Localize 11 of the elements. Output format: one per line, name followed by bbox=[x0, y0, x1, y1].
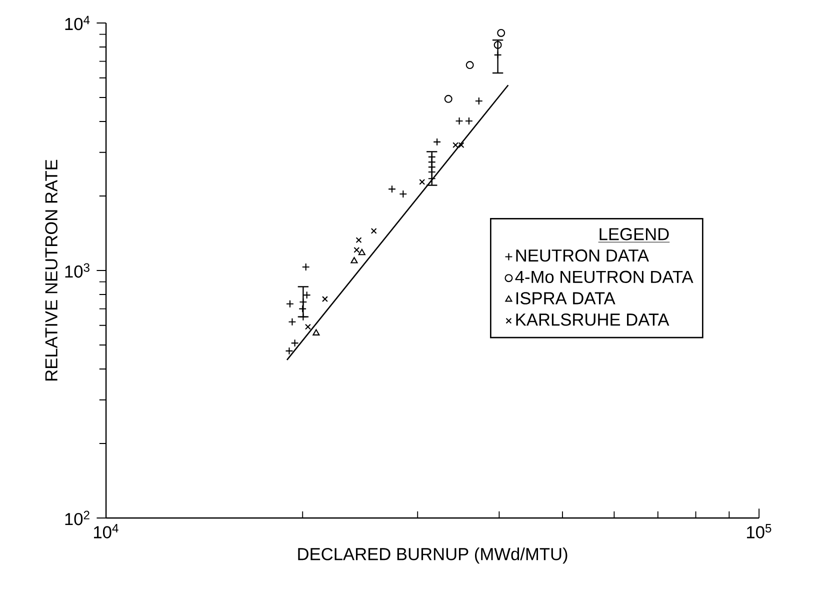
y-tick-label: 10$^{4}$ bbox=[65, 16, 90, 30]
legend-label: ISPRA DATA bbox=[516, 292, 616, 304]
y-tick-label: 10$^{2}$ bbox=[65, 510, 90, 526]
legend-label: NEUTRON DATA bbox=[516, 249, 649, 262]
y-tick-label: 10$^{3}$ bbox=[65, 263, 90, 278]
x-tick-label: 10$^{5}$ bbox=[747, 524, 772, 538]
x-axis-title: DECLARED BURNUP (MWd/MTU) bbox=[298, 548, 568, 564]
legend-label: 4-Mo NEUTRON DATA bbox=[515, 270, 694, 284]
legend-title: LEGEND bbox=[600, 228, 669, 240]
y-axis-title: RELATIVE NEUTRON RATE bbox=[45, 160, 58, 380]
legend-label: KARLSRUHE DATA bbox=[516, 313, 670, 326]
